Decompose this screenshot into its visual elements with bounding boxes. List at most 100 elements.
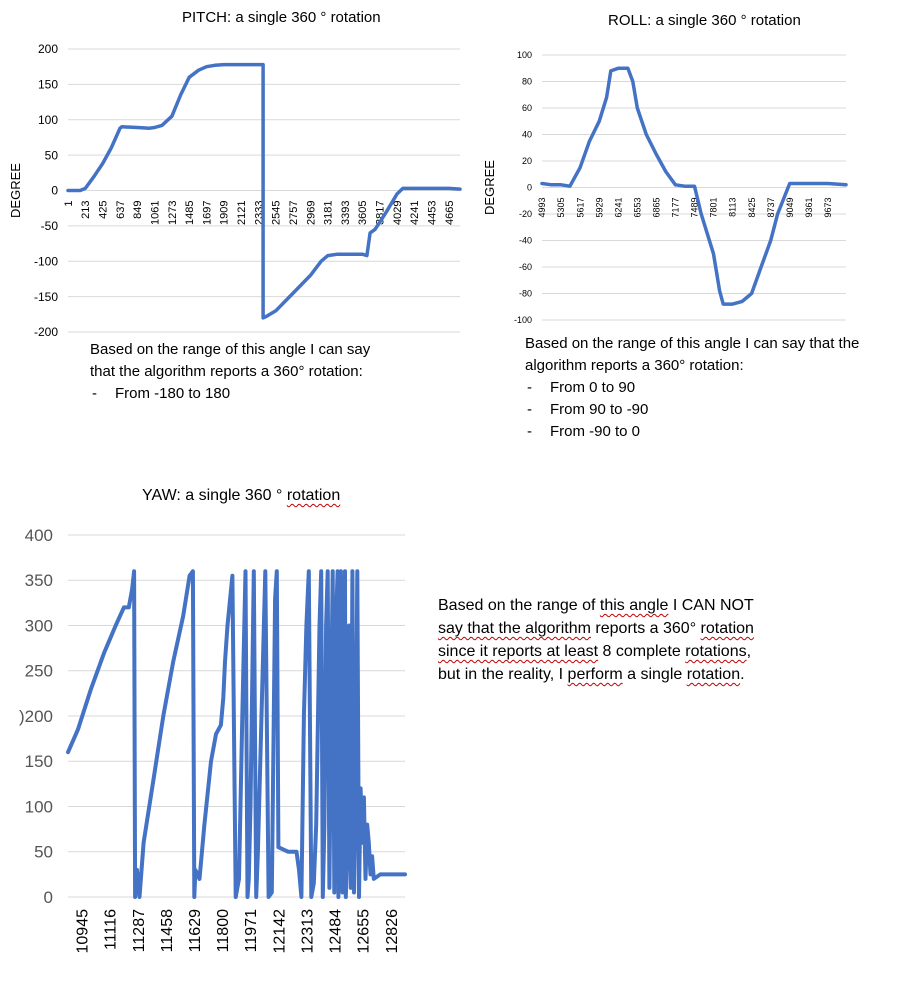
x-tick-label: 11800 <box>215 909 232 952</box>
x-tick-label: 12655 <box>356 909 373 954</box>
yaw-note-underlined-text: rotation since it reports at least <box>438 620 754 660</box>
x-tick-label: 1697 <box>201 201 213 225</box>
y-tick-label: 0 <box>51 184 58 198</box>
x-tick-label: 4665 <box>444 201 456 225</box>
x-tick-label: 3605 <box>357 201 369 225</box>
pitch-chart: 200 150 100 50 0 -50 -100 -150 -200 DEGREE 1 213 425… <box>8 42 462 339</box>
x-tick-label: 3181 <box>323 201 335 225</box>
x-tick-label: 5617 <box>575 198 585 218</box>
x-tick-label: 1485 <box>184 201 196 225</box>
x-tick-label: 8425 <box>747 198 757 218</box>
x-tick-label: 10945 <box>75 909 92 954</box>
pitch-note-line-1: Based on the range of this angle I can s… <box>90 341 371 358</box>
roll-chart-title: ROLL: a single 360 ° rotation <box>608 12 801 29</box>
x-tick-label: 7177 <box>671 198 681 218</box>
y-tick-label: -80 <box>519 289 532 299</box>
x-tick-label: 1909 <box>219 201 231 225</box>
yaw-note-text: I CAN NOT <box>668 597 754 614</box>
x-tick-label: 1061 <box>149 201 161 225</box>
x-tick-label: 5305 <box>556 198 566 218</box>
x-tick-label: 425 <box>97 201 109 219</box>
y-tick-label: -50 <box>41 219 59 233</box>
y-tick-label: 50 <box>34 843 53 862</box>
y-tick-label: 100 <box>38 113 58 127</box>
y-tick-label: 150 <box>25 752 53 771</box>
x-tick-label: 12313 <box>299 909 316 954</box>
yaw-note-text: reports a 360° <box>590 620 701 637</box>
x-tick-label: 2545 <box>271 201 283 225</box>
y-tick-label: 300 <box>25 616 53 635</box>
x-tick-label: 9673 <box>823 198 833 218</box>
x-tick-label: 11629 <box>187 909 204 952</box>
y-tick-label: 200 <box>38 42 58 56</box>
x-tick-label: 6865 <box>651 198 661 218</box>
y-tick-label: )200 <box>19 707 53 726</box>
x-tick-label: 3393 <box>340 201 352 225</box>
roll-note-bullet: From 0 to 90 <box>525 377 910 399</box>
x-tick-label: 6241 <box>613 198 623 218</box>
pitch-chart-title: PITCH: a single 360 ° rotation <box>182 9 381 26</box>
y-axis-label: DEGREE <box>8 163 23 218</box>
x-tick-label: 2969 <box>305 201 317 225</box>
yaw-note-underlined-text: rotations <box>685 643 747 660</box>
y-tick-label: -60 <box>519 262 532 272</box>
roll-note: Based on the range of this angle I can s… <box>525 333 910 443</box>
x-tick-label: 12484 <box>328 909 345 954</box>
roll-note-line-1: Based on the range of this angle I can s… <box>525 335 860 352</box>
y-tick-label: -20 <box>519 209 532 219</box>
x-tick-label: 637 <box>115 201 127 219</box>
x-tick-label: 8113 <box>728 198 738 217</box>
roll-note-bullet: From 90 to -90 <box>525 399 910 421</box>
x-tick-label: 4029 <box>392 201 404 225</box>
x-tick-label: 849 <box>132 201 144 219</box>
x-tick-label: 2121 <box>236 201 248 225</box>
x-tick-label: 1273 <box>167 201 179 225</box>
x-tick-label: 1 <box>63 201 75 207</box>
y-tick-label: -40 <box>519 236 532 246</box>
x-tick-label: 4241 <box>409 201 421 225</box>
x-tick-label: 9361 <box>804 198 814 218</box>
yaw-chart: 400 350 300 250)200 150 100 50 0 10945 11116 11287… <box>19 526 407 954</box>
y-tick-label: -200 <box>34 325 58 339</box>
pitch-note-line-2: that the algorithm reports a 360° rotati… <box>90 363 363 380</box>
y-tick-label: 400 <box>25 526 53 545</box>
yaw-note-underlined-text: perform <box>567 666 623 683</box>
y-tick-label: 150 <box>38 78 58 92</box>
y-tick-label: 250 <box>25 662 53 681</box>
x-tick-label: 11287 <box>131 909 148 952</box>
yaw-note-text: a single <box>622 666 687 683</box>
yaw-title-text: YAW: a single 360 ° <box>142 487 287 504</box>
x-tick-label: 12826 <box>384 909 401 954</box>
y-tick-label: 40 <box>522 130 532 140</box>
x-tick-label: 4453 <box>427 201 439 225</box>
roll-note-line-2: algorithm reports a 360° rotation: <box>525 357 744 374</box>
x-tick-label: 11971 <box>243 909 260 952</box>
roll-series-line <box>540 66 848 306</box>
y-tick-label: -100 <box>34 254 58 268</box>
y-tick-label: 50 <box>45 148 59 162</box>
yaw-series-line <box>66 569 407 899</box>
x-tick-label: 12142 <box>271 909 288 954</box>
pitch-series-line <box>66 62 462 320</box>
y-tick-label: -150 <box>34 290 58 304</box>
yaw-note-text: . <box>740 666 745 683</box>
x-tick-label: 4993 <box>537 198 547 218</box>
pitch-note: Based on the range of this angle I can s… <box>90 339 450 405</box>
y-axis-label: DEGREE <box>484 160 497 215</box>
y-tick-label: 0 <box>527 183 532 193</box>
yaw-note-text: , but in the reality, I <box>438 643 752 683</box>
x-tick-label: 213 <box>80 201 92 219</box>
pitch-note-bullets: From -180 to 180 <box>90 383 450 405</box>
yaw-note-text: 8 complete <box>598 643 686 660</box>
y-tick-label: 100 <box>517 50 532 60</box>
yaw-note-text: Based on the range of <box>438 597 600 614</box>
x-tick-label: 2757 <box>288 201 300 225</box>
y-tick-label: -100 <box>514 315 532 325</box>
pitch-note-bullet: From -180 to 180 <box>90 383 450 405</box>
x-tick-label: 11116 <box>103 909 120 950</box>
x-tick-label: 5929 <box>594 198 604 218</box>
y-tick-label: 100 <box>25 797 53 816</box>
yaw-chart-title: YAW: a single 360 ° rotation <box>142 487 340 505</box>
x-tick-label: 7801 <box>709 198 719 218</box>
y-tick-label: 60 <box>522 103 532 113</box>
